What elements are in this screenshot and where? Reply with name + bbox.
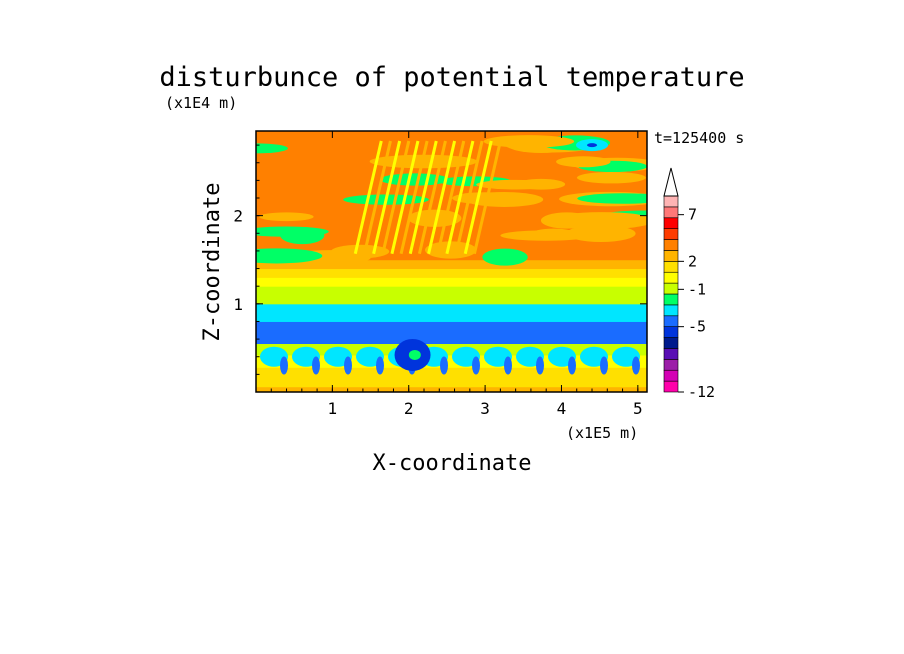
contour-band-8 <box>256 276 647 287</box>
convective-plume <box>440 356 448 375</box>
x-axis-label: X-coordinate <box>373 451 532 476</box>
colorbar-swatch <box>663 359 679 371</box>
colorbar: -12-5-127 <box>663 167 715 401</box>
contour-blob <box>425 241 477 259</box>
wave-streak <box>454 140 484 255</box>
x-tick-label: 4 <box>557 399 567 418</box>
contour-blob <box>476 179 556 190</box>
contour-band-7 <box>256 285 647 305</box>
convective-plume <box>536 356 544 375</box>
contour-blob <box>380 173 449 186</box>
colorbar-swatch <box>663 337 679 349</box>
wave-streak <box>472 140 502 255</box>
colorbar-swatch <box>663 282 679 295</box>
colorbar-swatch <box>663 315 679 327</box>
colorbar-label: -5 <box>688 318 706 336</box>
chart-title: disturbunce of potential temperature <box>159 62 744 93</box>
colorbar-swatch <box>663 369 679 382</box>
convective-plume <box>472 356 480 375</box>
contour-field <box>256 131 647 392</box>
contour-spot-core <box>587 143 598 148</box>
wave-streak <box>417 140 447 255</box>
convective-plume <box>568 356 576 375</box>
colorbar-swatch <box>663 217 679 229</box>
convective-plume <box>344 356 352 375</box>
x-tick-label: 1 <box>328 399 338 418</box>
convective-core-center <box>408 349 421 360</box>
contour-band-0 <box>256 386 647 392</box>
contour-blob <box>256 143 288 154</box>
contour-blob <box>576 171 646 184</box>
convective-plume <box>600 356 608 375</box>
y-tick-label: 2 <box>233 207 243 226</box>
wave-streak <box>390 140 420 255</box>
colorbar-label: -12 <box>688 383 715 401</box>
plot-area: 1 2 3 4 5 1 2 <box>233 130 648 418</box>
colorbar-swatch <box>663 348 679 360</box>
colorbar-swatch <box>663 250 679 262</box>
contour-band-5 <box>256 320 647 345</box>
colorbar-label: -1 <box>688 280 706 298</box>
axis-ticks: 1 2 3 4 5 1 2 <box>233 131 647 418</box>
wave-streak <box>463 140 493 255</box>
colorbar-swatch <box>663 228 679 240</box>
contour-blob <box>483 135 575 148</box>
colorbar-swatch <box>663 304 679 317</box>
y-unit-label: (x1E4 m) <box>165 94 237 112</box>
wave-streak <box>372 140 402 255</box>
contour-blob <box>256 248 323 264</box>
wave-streak <box>381 140 411 255</box>
wave-streak <box>353 140 383 255</box>
x-unit-label: (x1E5 m) <box>566 424 638 442</box>
convective-plume <box>280 356 288 375</box>
colorbar-swatch <box>663 380 679 393</box>
contour-blob <box>331 244 390 259</box>
colorbar-swatch <box>663 293 679 306</box>
contour-band-9 <box>256 268 647 278</box>
colorbar-swatch <box>663 271 679 284</box>
wave-streak <box>399 140 429 255</box>
colorbar-label: 7 <box>688 206 697 224</box>
contour-blob <box>556 156 611 168</box>
contour-band-1 <box>256 379 647 388</box>
contour-blob <box>577 193 647 204</box>
contour-band-6 <box>256 303 647 322</box>
colorbar-label: 2 <box>688 252 697 270</box>
wave-streak <box>445 140 475 255</box>
colorbar-swatch <box>663 326 679 338</box>
colorbar-swatch <box>663 261 679 273</box>
contour-band-4 <box>256 343 647 356</box>
convective-plume <box>504 356 512 375</box>
contour-band-10 <box>256 259 647 270</box>
contour-band-2 <box>256 366 647 381</box>
time-label: t=125400 s <box>654 129 744 147</box>
contour-blob <box>482 248 528 266</box>
wave-streak <box>362 140 392 255</box>
wave-streak <box>408 140 438 255</box>
convective-plume <box>312 356 320 375</box>
colorbar-swatch <box>663 239 679 251</box>
wave-streak <box>436 140 466 255</box>
wave-streak <box>427 140 457 255</box>
colorbar-extend-arrow <box>663 167 679 197</box>
colorbar-swatch <box>663 206 679 219</box>
contour-blob <box>549 212 647 230</box>
plot-frame <box>255 130 648 393</box>
x-tick-label: 3 <box>480 399 490 418</box>
contour-blob <box>259 212 314 222</box>
y-axis-label: Z-coordinate <box>200 183 225 342</box>
contour-blob <box>566 225 636 242</box>
y-tick-label: 1 <box>233 295 243 314</box>
convective-plume <box>376 356 384 375</box>
x-tick-label: 5 <box>633 399 643 418</box>
contour-blob <box>280 226 325 245</box>
colorbar-swatch <box>663 195 679 208</box>
x-tick-label: 2 <box>404 399 414 418</box>
convective-plume <box>632 356 640 375</box>
